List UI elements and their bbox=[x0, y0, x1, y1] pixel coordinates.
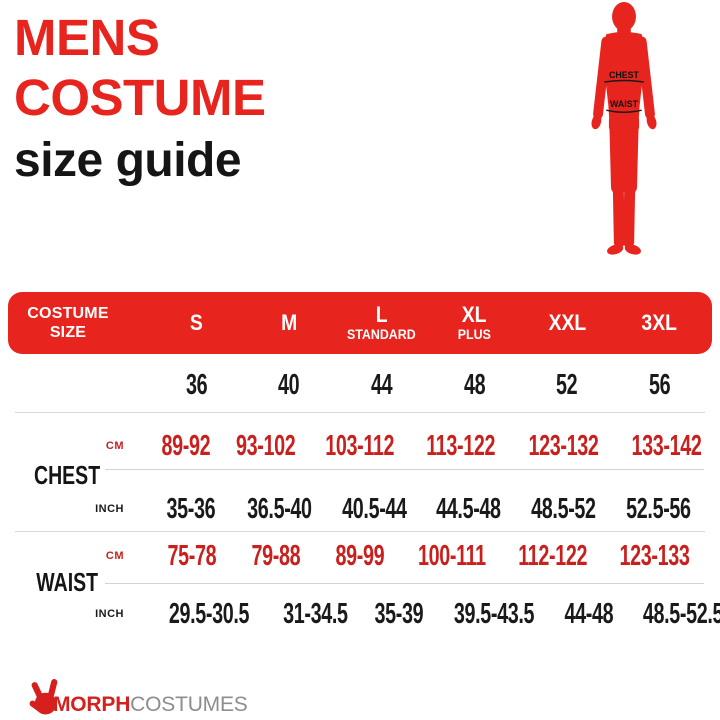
base-size-xl: 48 bbox=[463, 368, 486, 401]
title-subtitle: size guide bbox=[14, 134, 242, 187]
size-col-xl: XL PLUS bbox=[428, 304, 521, 342]
figure-waist-label: WAIST bbox=[610, 99, 639, 109]
size-l-sublabel: STANDARD bbox=[347, 327, 417, 342]
base-size-m: 40 bbox=[278, 368, 300, 401]
chest-inch-row: INCH 35-36 36.5-40 40.5-44 44.5-48 48.5-… bbox=[8, 486, 712, 532]
chest-midline bbox=[105, 469, 704, 470]
waist-section-label: WAIST bbox=[36, 567, 98, 597]
base-sizes-row: 36 40 44 48 52 56 bbox=[8, 362, 712, 408]
base-size-s: 36 bbox=[185, 368, 208, 401]
chest-inch-xl: 44.5-48 bbox=[436, 492, 502, 525]
body-silhouette-figure: CHEST WAIST bbox=[572, 2, 676, 257]
size-3xl-label: 3XL bbox=[641, 309, 678, 335]
logo-morph-text: MORPH bbox=[53, 693, 131, 716]
chest-inch-s: 35-36 bbox=[166, 492, 216, 525]
logo-wordmark: MORPHCOSTUMES bbox=[53, 694, 248, 715]
rock-hand-icon bbox=[29, 679, 58, 715]
chest-cm-m: 93-102 bbox=[235, 429, 296, 462]
title-line-2: COSTUME bbox=[14, 69, 266, 126]
chest-cm-xxl: 123-132 bbox=[528, 429, 599, 462]
waist-cm-l: 89-99 bbox=[335, 539, 385, 572]
waist-inch-m: 31-34.5 bbox=[283, 597, 348, 630]
waist-cm-xl: 100-111 bbox=[417, 539, 486, 572]
waist-measure-line: WAIST bbox=[606, 99, 642, 113]
waist-inch-l: 35-39 bbox=[374, 597, 424, 630]
chest-inch-3xl: 52.5-56 bbox=[626, 492, 691, 525]
morphcostumes-logo: MORPHCOSTUMES bbox=[28, 679, 248, 716]
chest-inch-unit: INCH bbox=[95, 503, 124, 515]
size-col-xxl: XXL bbox=[521, 309, 614, 335]
size-col-3xl: 3XL bbox=[613, 309, 706, 335]
logo-costumes-text: COSTUMES bbox=[130, 693, 248, 716]
base-size-l: 44 bbox=[371, 368, 393, 401]
chest-inch-xxl: 48.5-52 bbox=[531, 492, 596, 525]
chest-cm-3xl: 133-142 bbox=[631, 429, 702, 462]
waist-inch-xl: 39.5-43.5 bbox=[453, 597, 534, 630]
base-size-3xl: 56 bbox=[649, 368, 671, 401]
chest-inch-m: 36.5-40 bbox=[246, 492, 312, 525]
waist-midline bbox=[105, 583, 704, 584]
costume-size-line1: COSTUME bbox=[27, 305, 109, 322]
size-xxl-label: XXL bbox=[548, 309, 586, 335]
chest-measure-line: CHEST bbox=[604, 70, 644, 83]
waist-cm-m: 79-88 bbox=[251, 539, 301, 572]
title-line-1: MENS bbox=[14, 9, 160, 66]
size-l-label: L bbox=[375, 302, 388, 327]
base-size-xxl: 52 bbox=[556, 368, 578, 401]
size-col-s: S bbox=[150, 309, 243, 335]
waist-cm-3xl: 123-133 bbox=[619, 539, 690, 572]
waist-inch-s: 29.5-30.5 bbox=[168, 597, 250, 630]
size-xl-label: XL bbox=[461, 302, 487, 327]
size-header-bar: COSTUME SIZE S M L STANDARD XL PLUS XXL … bbox=[8, 292, 712, 354]
waist-inch-row: INCH 29.5-30.5 31-34.5 35-39 39.5-43.5 4… bbox=[8, 591, 720, 637]
size-xl-sublabel: PLUS bbox=[457, 327, 491, 342]
title-block: MENS COSTUME size guide bbox=[14, 8, 266, 186]
waist-inch-unit: INCH bbox=[95, 608, 124, 620]
chest-section-label: CHEST bbox=[33, 460, 101, 490]
figure-chest-label: CHEST bbox=[609, 70, 640, 80]
chest-cm-row: CM 89-92 93-102 103-112 113-122 123-132 … bbox=[8, 423, 712, 469]
costume-size-line2: SIZE bbox=[49, 324, 87, 341]
chest-cm-l: 103-112 bbox=[325, 429, 395, 462]
waist-cm-row: CM 75-78 79-88 89-99 100-111 112-122 123… bbox=[8, 533, 712, 579]
size-col-m: M bbox=[243, 309, 336, 335]
chest-cm-xl: 113-122 bbox=[426, 429, 496, 462]
chest-inch-l: 40.5-44 bbox=[341, 492, 407, 525]
waist-cm-unit: CM bbox=[105, 550, 124, 562]
size-col-l: L STANDARD bbox=[335, 304, 428, 342]
costume-size-header: COSTUME SIZE bbox=[8, 304, 150, 342]
man-silhouette-icon: CHEST WAIST bbox=[591, 2, 657, 255]
divider-line bbox=[15, 412, 705, 413]
size-s-label: S bbox=[189, 309, 203, 335]
waist-inch-xxl: 44-48 bbox=[564, 597, 613, 630]
chest-cm-unit: CM bbox=[105, 440, 124, 452]
divider-line bbox=[15, 531, 705, 532]
chest-cm-s: 89-92 bbox=[161, 429, 211, 462]
waist-cm-s: 75-78 bbox=[167, 539, 217, 572]
size-m-label: M bbox=[280, 309, 298, 335]
waist-cm-xxl: 112-122 bbox=[517, 539, 587, 572]
waist-inch-3xl: 48.5-52.5 bbox=[643, 597, 720, 630]
